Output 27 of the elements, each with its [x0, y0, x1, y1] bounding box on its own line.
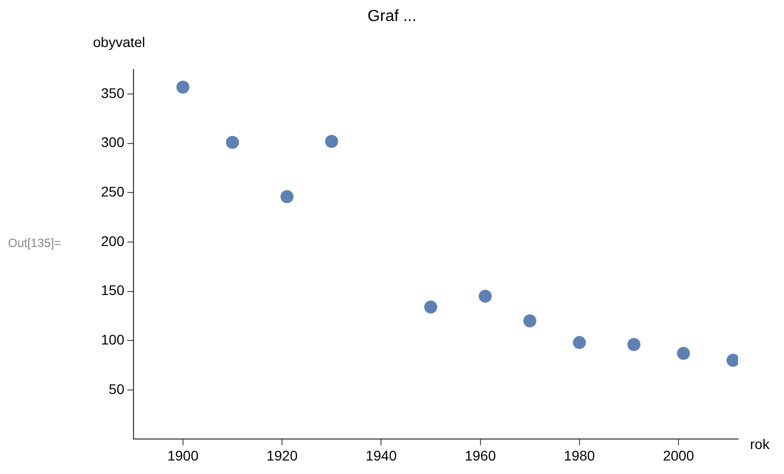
x-tick-label: 2000 [662, 447, 694, 464]
text: Out[135]= [8, 236, 62, 250]
x-tick-label: 1980 [564, 447, 596, 464]
x-tick-label: 1940 [366, 447, 397, 464]
point [325, 134, 338, 148]
x-tick-label: 1960 [464, 447, 496, 464]
x-axis-title: rok [750, 436, 770, 452]
x-tick-label: 1900 [167, 447, 199, 464]
x-tick-label: 1920 [266, 447, 298, 464]
point [226, 136, 239, 149]
y-tick-label: 350 [101, 84, 125, 101]
point [523, 314, 536, 328]
point [280, 190, 294, 204]
y-tick-label: 300 [101, 134, 125, 150]
point [572, 336, 586, 350]
y-axis-title: obyvatel [93, 34, 146, 50]
y-tick-label: 200 [101, 232, 125, 249]
chart-title: Graf ... [366, 8, 418, 26]
point [478, 290, 492, 303]
y-tick-label: 100 [101, 331, 125, 348]
point [424, 300, 438, 314]
y-tick-label: 150 [101, 282, 125, 298]
point [676, 346, 690, 360]
point [176, 80, 190, 94]
y-tick-label: 250 [101, 184, 125, 200]
point [627, 338, 640, 352]
y-tick-label: 50 [108, 380, 125, 397]
